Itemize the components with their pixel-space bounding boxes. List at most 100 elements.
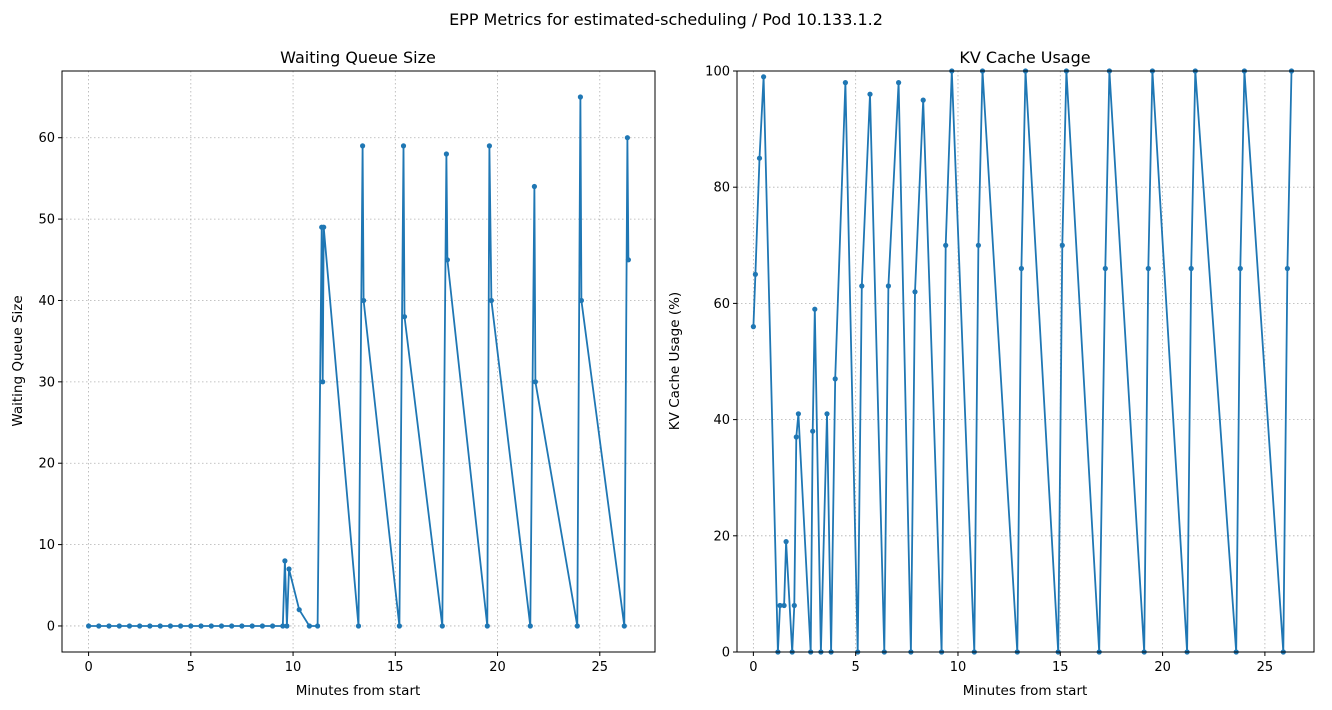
kv-cache-point-9 bbox=[791, 602, 797, 609]
kv-cache-chart: KV Cache Usage Minutes from start KV Cac… bbox=[667, 48, 1315, 699]
waiting-queue-series-line-0 bbox=[88, 96, 630, 627]
waiting-queue-point-19 bbox=[280, 623, 286, 629]
waiting-queue-point-27 bbox=[320, 379, 326, 385]
kv-cache-point-0 bbox=[750, 324, 757, 330]
kv-cache-point-1 bbox=[752, 271, 759, 277]
waiting-queue-ticks: 0 5 10 15 20 25 0 10 20 30 40 50 60 bbox=[38, 131, 608, 675]
waiting-queue-ytick-label-5: 50 bbox=[38, 213, 55, 228]
waiting-queue-point-46 bbox=[578, 297, 585, 304]
waiting-queue-point-31 bbox=[361, 297, 367, 304]
waiting-queue-point-47 bbox=[621, 623, 627, 629]
waiting-queue-title: Waiting Queue Size bbox=[280, 48, 436, 67]
kv-cache-series bbox=[750, 68, 1295, 655]
waiting-queue-point-0 bbox=[86, 623, 92, 629]
waiting-queue-point-15 bbox=[239, 623, 245, 629]
kv-cache-point-48 bbox=[1188, 265, 1194, 272]
kv-cache-point-39 bbox=[1059, 242, 1065, 248]
waiting-queue-point-16 bbox=[249, 623, 255, 629]
kv-cache-point-45 bbox=[1145, 265, 1151, 272]
waiting-queue-ytick-label-1: 10 bbox=[38, 538, 55, 553]
waiting-queue-point-41 bbox=[527, 623, 533, 629]
waiting-queue-chart: Waiting Queue Size Minutes from start Wa… bbox=[10, 48, 656, 699]
waiting-queue-point-18 bbox=[270, 623, 276, 629]
waiting-queue-xtick-label-1: 5 bbox=[187, 660, 195, 675]
waiting-queue-point-25 bbox=[315, 623, 321, 629]
waiting-queue-point-20 bbox=[282, 558, 288, 564]
kv-cache-ylabel: KV Cache Usage (%) bbox=[667, 292, 683, 430]
kv-cache-xtick-label-0: 0 bbox=[749, 660, 757, 675]
kv-cache-ytick-label-1: 20 bbox=[713, 529, 730, 544]
waiting-queue-point-44 bbox=[574, 623, 580, 629]
kv-cache-ytick-label-5: 100 bbox=[705, 65, 730, 80]
waiting-queue-ytick-label-0: 0 bbox=[47, 619, 55, 634]
waiting-queue-series bbox=[86, 94, 632, 629]
kv-cache-point-22 bbox=[867, 91, 873, 97]
kv-cache-point-14 bbox=[812, 306, 818, 312]
kv-cache-point-42 bbox=[1102, 265, 1108, 272]
waiting-queue-point-8 bbox=[167, 623, 173, 629]
waiting-queue-point-23 bbox=[296, 607, 302, 613]
kv-cache-point-24 bbox=[885, 283, 892, 289]
kv-cache-point-16 bbox=[824, 411, 830, 417]
waiting-queue-point-9 bbox=[178, 623, 184, 629]
kv-cache-point-19 bbox=[842, 80, 849, 86]
kv-cache-title: KV Cache Usage bbox=[959, 48, 1090, 67]
waiting-queue-point-12 bbox=[208, 623, 214, 629]
waiting-queue-point-21 bbox=[284, 623, 290, 629]
waiting-queue-point-36 bbox=[443, 151, 449, 157]
kv-cache-point-21 bbox=[859, 283, 865, 289]
kv-cache-ytick-label-0: 0 bbox=[722, 646, 730, 661]
kv-cache-point-51 bbox=[1237, 265, 1243, 272]
kv-cache-xtick-label-1: 5 bbox=[852, 660, 860, 675]
waiting-queue-ylabel: Waiting Queue Size bbox=[10, 295, 26, 426]
kv-cache-xtick-label-3: 15 bbox=[1052, 660, 1069, 675]
waiting-queue-point-33 bbox=[400, 143, 407, 149]
kv-cache-ticks: 0 5 10 15 20 25 0 20 40 60 80 100 bbox=[705, 65, 1273, 676]
waiting-queue-point-2 bbox=[106, 623, 112, 629]
kv-cache-point-33 bbox=[975, 242, 982, 248]
figure-suptitle: EPP Metrics for estimated-scheduling / P… bbox=[449, 10, 883, 29]
kv-cache-point-11 bbox=[795, 411, 802, 417]
kv-cache-series-line-0 bbox=[752, 70, 1293, 653]
waiting-queue-point-14 bbox=[229, 623, 235, 629]
waiting-queue-point-38 bbox=[484, 623, 490, 629]
kv-cache-point-7 bbox=[783, 539, 789, 545]
kv-cache-point-28 bbox=[920, 97, 926, 103]
waiting-queue-xtick-label-4: 20 bbox=[489, 660, 506, 675]
kv-cache-xtick-label-5: 25 bbox=[1257, 660, 1274, 675]
waiting-queue-point-13 bbox=[218, 623, 225, 629]
kv-cache-point-13 bbox=[810, 428, 816, 434]
waiting-queue-point-1 bbox=[96, 623, 102, 629]
waiting-queue-point-35 bbox=[439, 623, 445, 629]
waiting-queue-point-6 bbox=[147, 623, 153, 629]
kv-cache-point-10 bbox=[793, 434, 799, 440]
waiting-queue-point-45 bbox=[577, 94, 584, 100]
waiting-queue-point-40 bbox=[488, 297, 494, 304]
kv-cache-point-3 bbox=[761, 74, 767, 80]
waiting-queue-xtick-label-3: 15 bbox=[387, 660, 404, 675]
kv-cache-point-54 bbox=[1284, 265, 1290, 272]
waiting-queue-point-49 bbox=[625, 257, 632, 263]
waiting-queue-point-37 bbox=[444, 257, 450, 263]
waiting-queue-point-28 bbox=[321, 224, 327, 230]
waiting-queue-xtick-label-5: 25 bbox=[592, 660, 609, 675]
waiting-queue-point-3 bbox=[116, 623, 122, 629]
kv-cache-point-5 bbox=[777, 602, 783, 609]
waiting-queue-ytick-label-6: 60 bbox=[38, 131, 55, 146]
waiting-queue-point-29 bbox=[355, 623, 362, 629]
waiting-queue-frame bbox=[61, 70, 656, 653]
waiting-queue-xtick-label-2: 10 bbox=[285, 660, 302, 675]
kv-cache-point-27 bbox=[912, 289, 918, 295]
kv-cache-ytick-label-4: 80 bbox=[713, 181, 730, 196]
kv-cache-frame bbox=[736, 70, 1315, 653]
waiting-queue-point-17 bbox=[259, 623, 265, 629]
waiting-queue-point-22 bbox=[286, 566, 292, 572]
kv-cache-point-25 bbox=[896, 80, 902, 86]
waiting-queue-point-10 bbox=[188, 623, 194, 629]
waiting-queue-point-5 bbox=[137, 623, 143, 629]
kv-cache-point-2 bbox=[756, 155, 763, 161]
waiting-queue-point-30 bbox=[360, 143, 366, 149]
kv-cache-xtick-label-2: 10 bbox=[950, 660, 967, 675]
kv-cache-xlabel: Minutes from start bbox=[963, 683, 1088, 699]
